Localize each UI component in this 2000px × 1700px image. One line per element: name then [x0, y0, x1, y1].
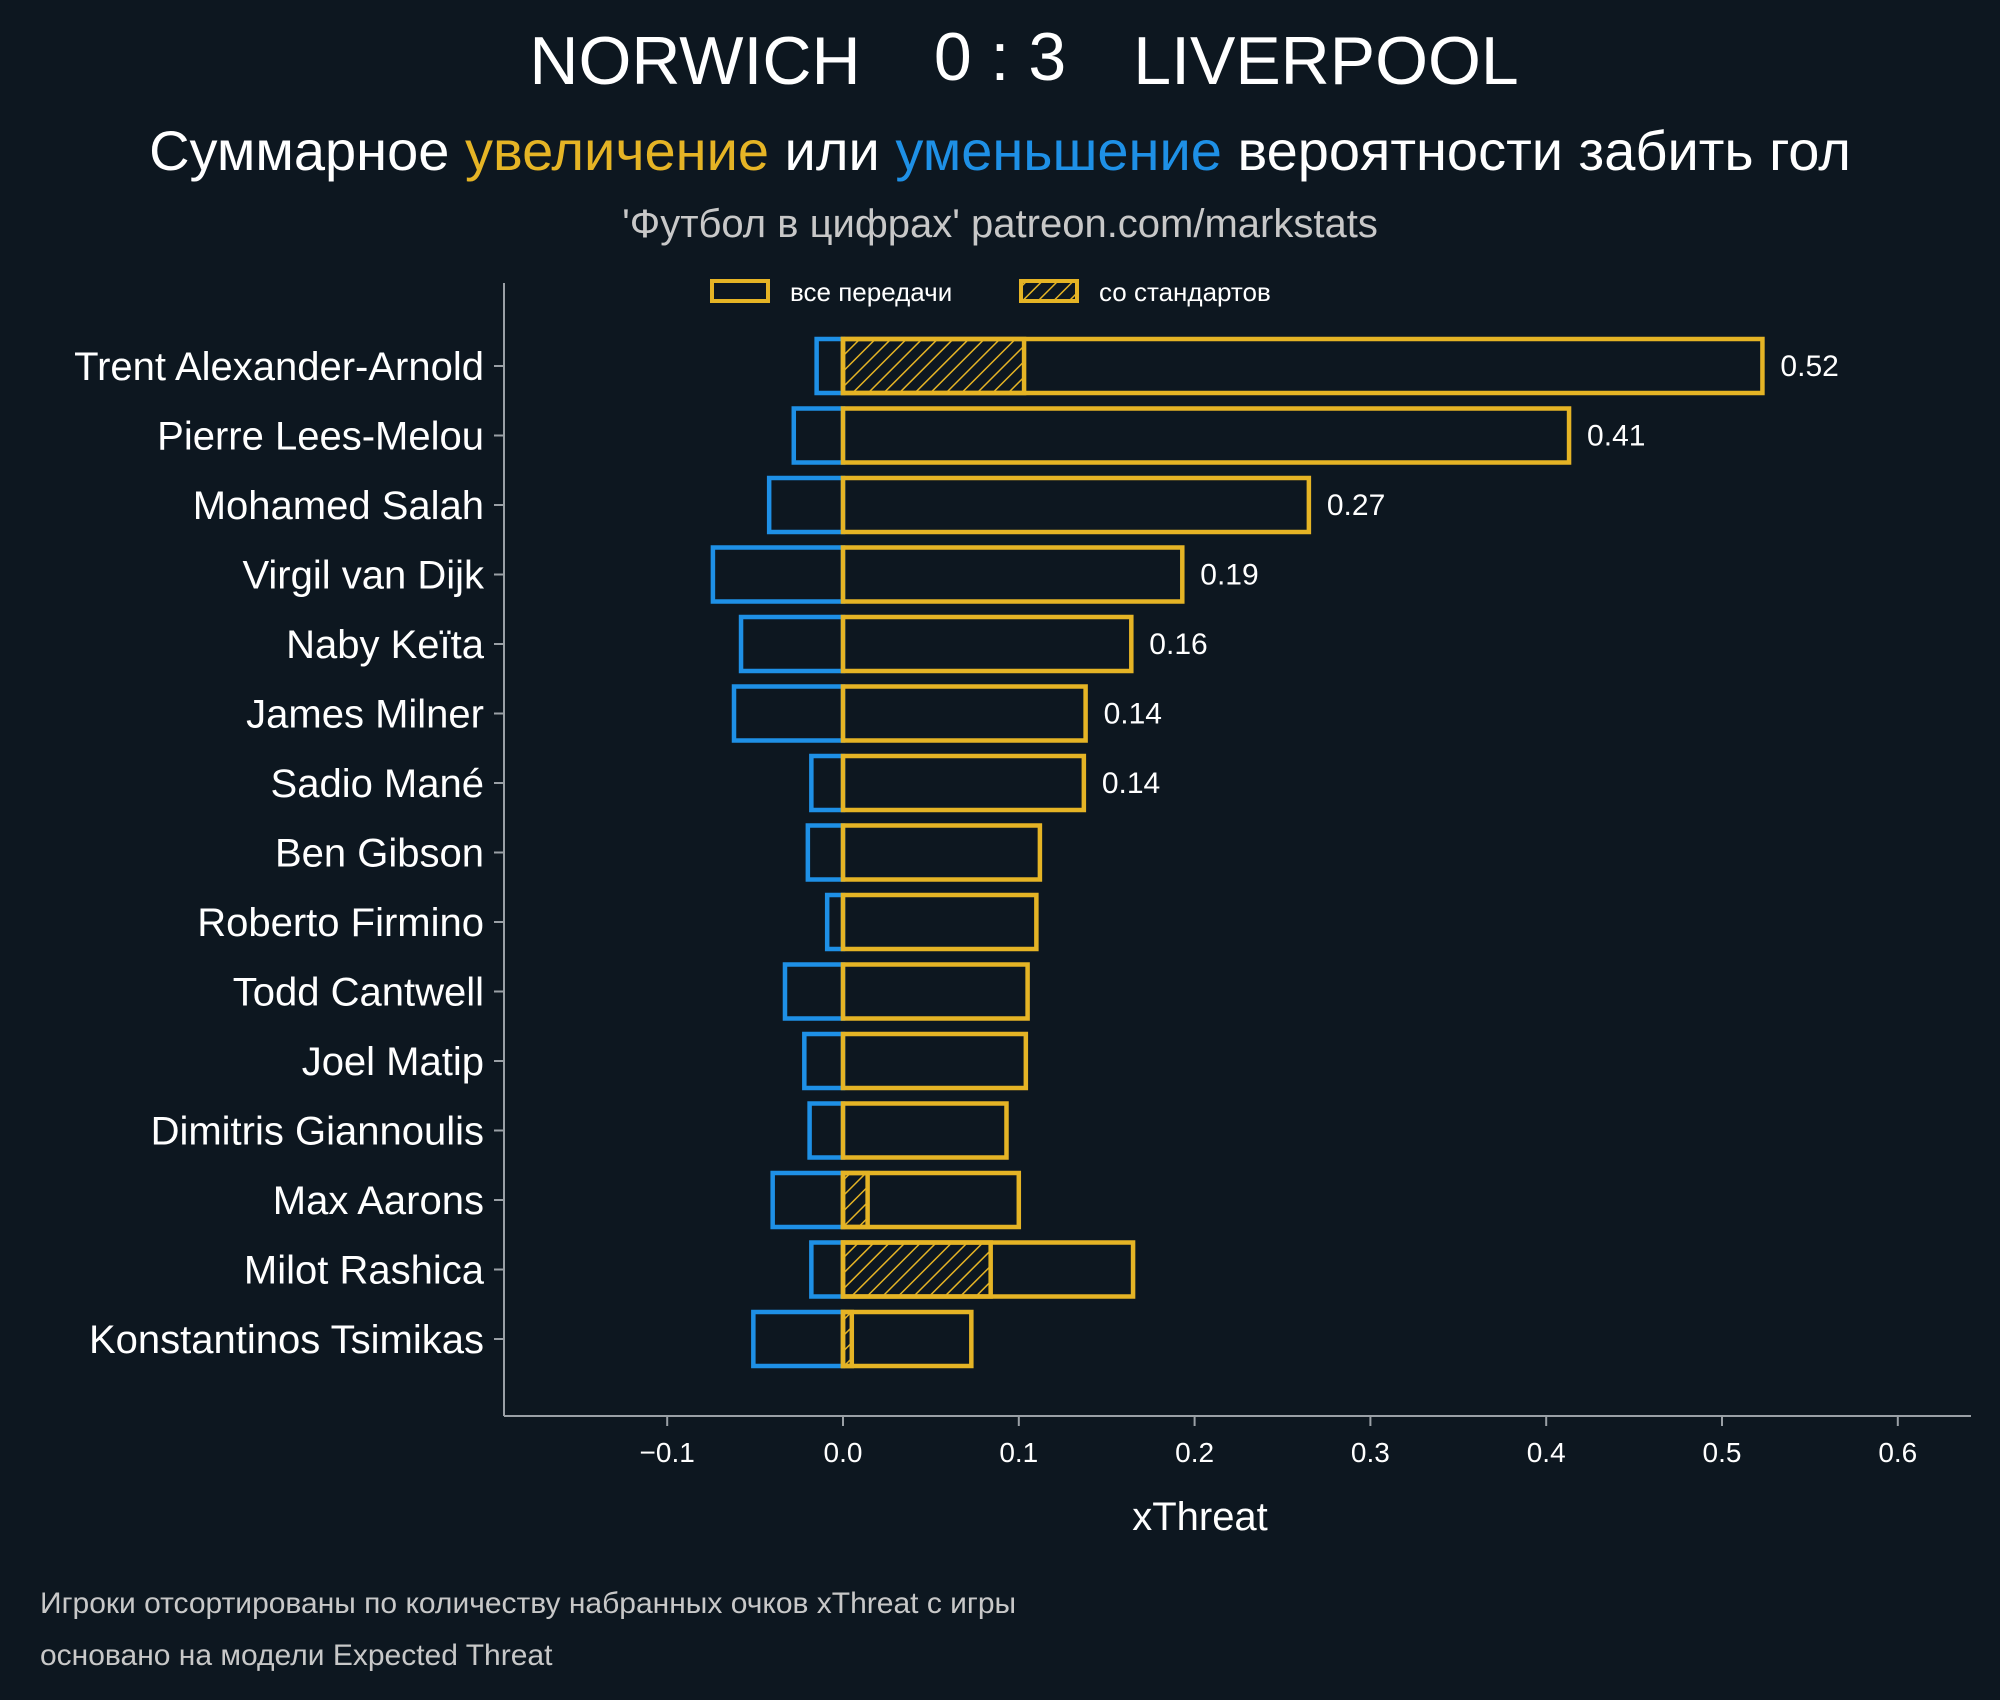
legend: все передачи со стандартов	[710, 277, 1271, 307]
player-label: Konstantinos Tsimikas	[89, 1318, 484, 1362]
bar-positive	[840, 406, 1572, 465]
subtitle-part3: вероятности забить гол	[1222, 119, 1851, 182]
value-label: 0.14	[1104, 698, 1162, 731]
bar-positive	[840, 1101, 1009, 1160]
y-labels: Trent Alexander-Arnold Pierre Lees-Melou M…	[74, 345, 504, 1362]
value-label: 0.41	[1587, 420, 1645, 453]
legend-label-set-pieces: со стандартов	[1099, 277, 1271, 307]
legend-swatch-all-passes	[710, 279, 770, 303]
value-label: 0.27	[1327, 489, 1385, 522]
player-label: Pierre Lees-Melou	[157, 415, 484, 459]
x-tick-label-2: 0.1	[999, 1437, 1038, 1468]
x-tick-label-0: −0.1	[640, 1437, 695, 1468]
home-team: NORWICH	[529, 23, 860, 99]
bar-positive	[840, 823, 1043, 882]
x-tick-label-1: 0.0	[824, 1437, 863, 1468]
value-label: 0.19	[1200, 559, 1258, 592]
footer-note-sorting: Игроки отсортированы по количеству набра…	[40, 1587, 1016, 1620]
player-label: Mohamed Salah	[193, 484, 484, 528]
x-tick-label-5: 0.4	[1527, 1437, 1566, 1468]
subtitle-highlight-up: увеличение	[465, 119, 769, 182]
value-label: 0.52	[1780, 350, 1838, 383]
title-row: NORWICH 0 : 3 LIVERPOOL	[529, 19, 1518, 99]
away-team: LIVERPOOL	[1133, 23, 1519, 99]
x-tick-label-6: 0.5	[1703, 1437, 1742, 1468]
x-tick-label-7: 0.6	[1878, 1437, 1917, 1468]
bar-set-pieces	[840, 336, 1027, 396]
bar-positive	[840, 684, 1088, 743]
source-line: 'Футбол в цифрах' patreon.com/markstats	[622, 202, 1378, 246]
subtitle-part2: или	[769, 119, 895, 182]
bar-positive	[840, 1240, 1136, 1299]
bar-positive	[840, 545, 1185, 604]
x-tick-label-4: 0.3	[1351, 1437, 1390, 1468]
subtitle-highlight-down: уменьшение	[895, 119, 1222, 182]
bar-set-pieces	[840, 1240, 993, 1299]
player-label: Roberto Firmino	[197, 901, 484, 945]
legend-swatch-set-pieces	[1019, 279, 1079, 303]
bar-positive	[840, 753, 1087, 813]
player-label: Naby Keïta	[286, 623, 485, 667]
legend-label-all-passes: все передачи	[790, 277, 952, 307]
subtitle-part1: Суммарное	[149, 119, 465, 182]
x-axis-label: xThreat	[1132, 1495, 1268, 1539]
subtitle: Суммарное увеличение или уменьшение веро…	[149, 119, 1851, 182]
bar-positive	[840, 1031, 1029, 1091]
player-label: Max Aarons	[273, 1179, 484, 1223]
bar-positive	[840, 336, 1765, 396]
player-label: Milot Rashica	[244, 1249, 485, 1293]
player-label: Ben Gibson	[275, 832, 484, 876]
player-label: Todd Cantwell	[233, 971, 484, 1015]
bar-positive	[840, 962, 1030, 1021]
player-label: Dimitris Giannoulis	[151, 1110, 484, 1154]
footer-note-model: основано на модели Expected Threat	[40, 1639, 553, 1672]
bar-set-pieces	[840, 1170, 870, 1230]
value-label: 0.14	[1102, 767, 1160, 800]
x-tick-label-3: 0.2	[1175, 1437, 1214, 1468]
bar-positive	[840, 892, 1039, 952]
bar-positive	[840, 475, 1312, 535]
player-label: Sadio Mané	[271, 762, 484, 806]
bars: 0.52 0.41 0.27 0.19 0.16 0.14 0.14	[710, 336, 1839, 1369]
x-ticks: −0.1 0.0 0.1 0.2 0.3 0.4 0.5 0.6	[640, 1416, 1917, 1468]
bar-positive	[840, 1170, 1022, 1230]
player-label: Virgil van Dijk	[242, 554, 485, 598]
player-label: James Milner	[246, 693, 484, 737]
score: 0 : 3	[934, 19, 1066, 95]
value-label: 0.16	[1149, 628, 1207, 661]
player-label: Trent Alexander-Arnold	[74, 345, 484, 389]
player-label: Joel Matip	[302, 1040, 484, 1084]
bar-positive	[840, 1309, 974, 1369]
bar-positive	[840, 614, 1134, 674]
